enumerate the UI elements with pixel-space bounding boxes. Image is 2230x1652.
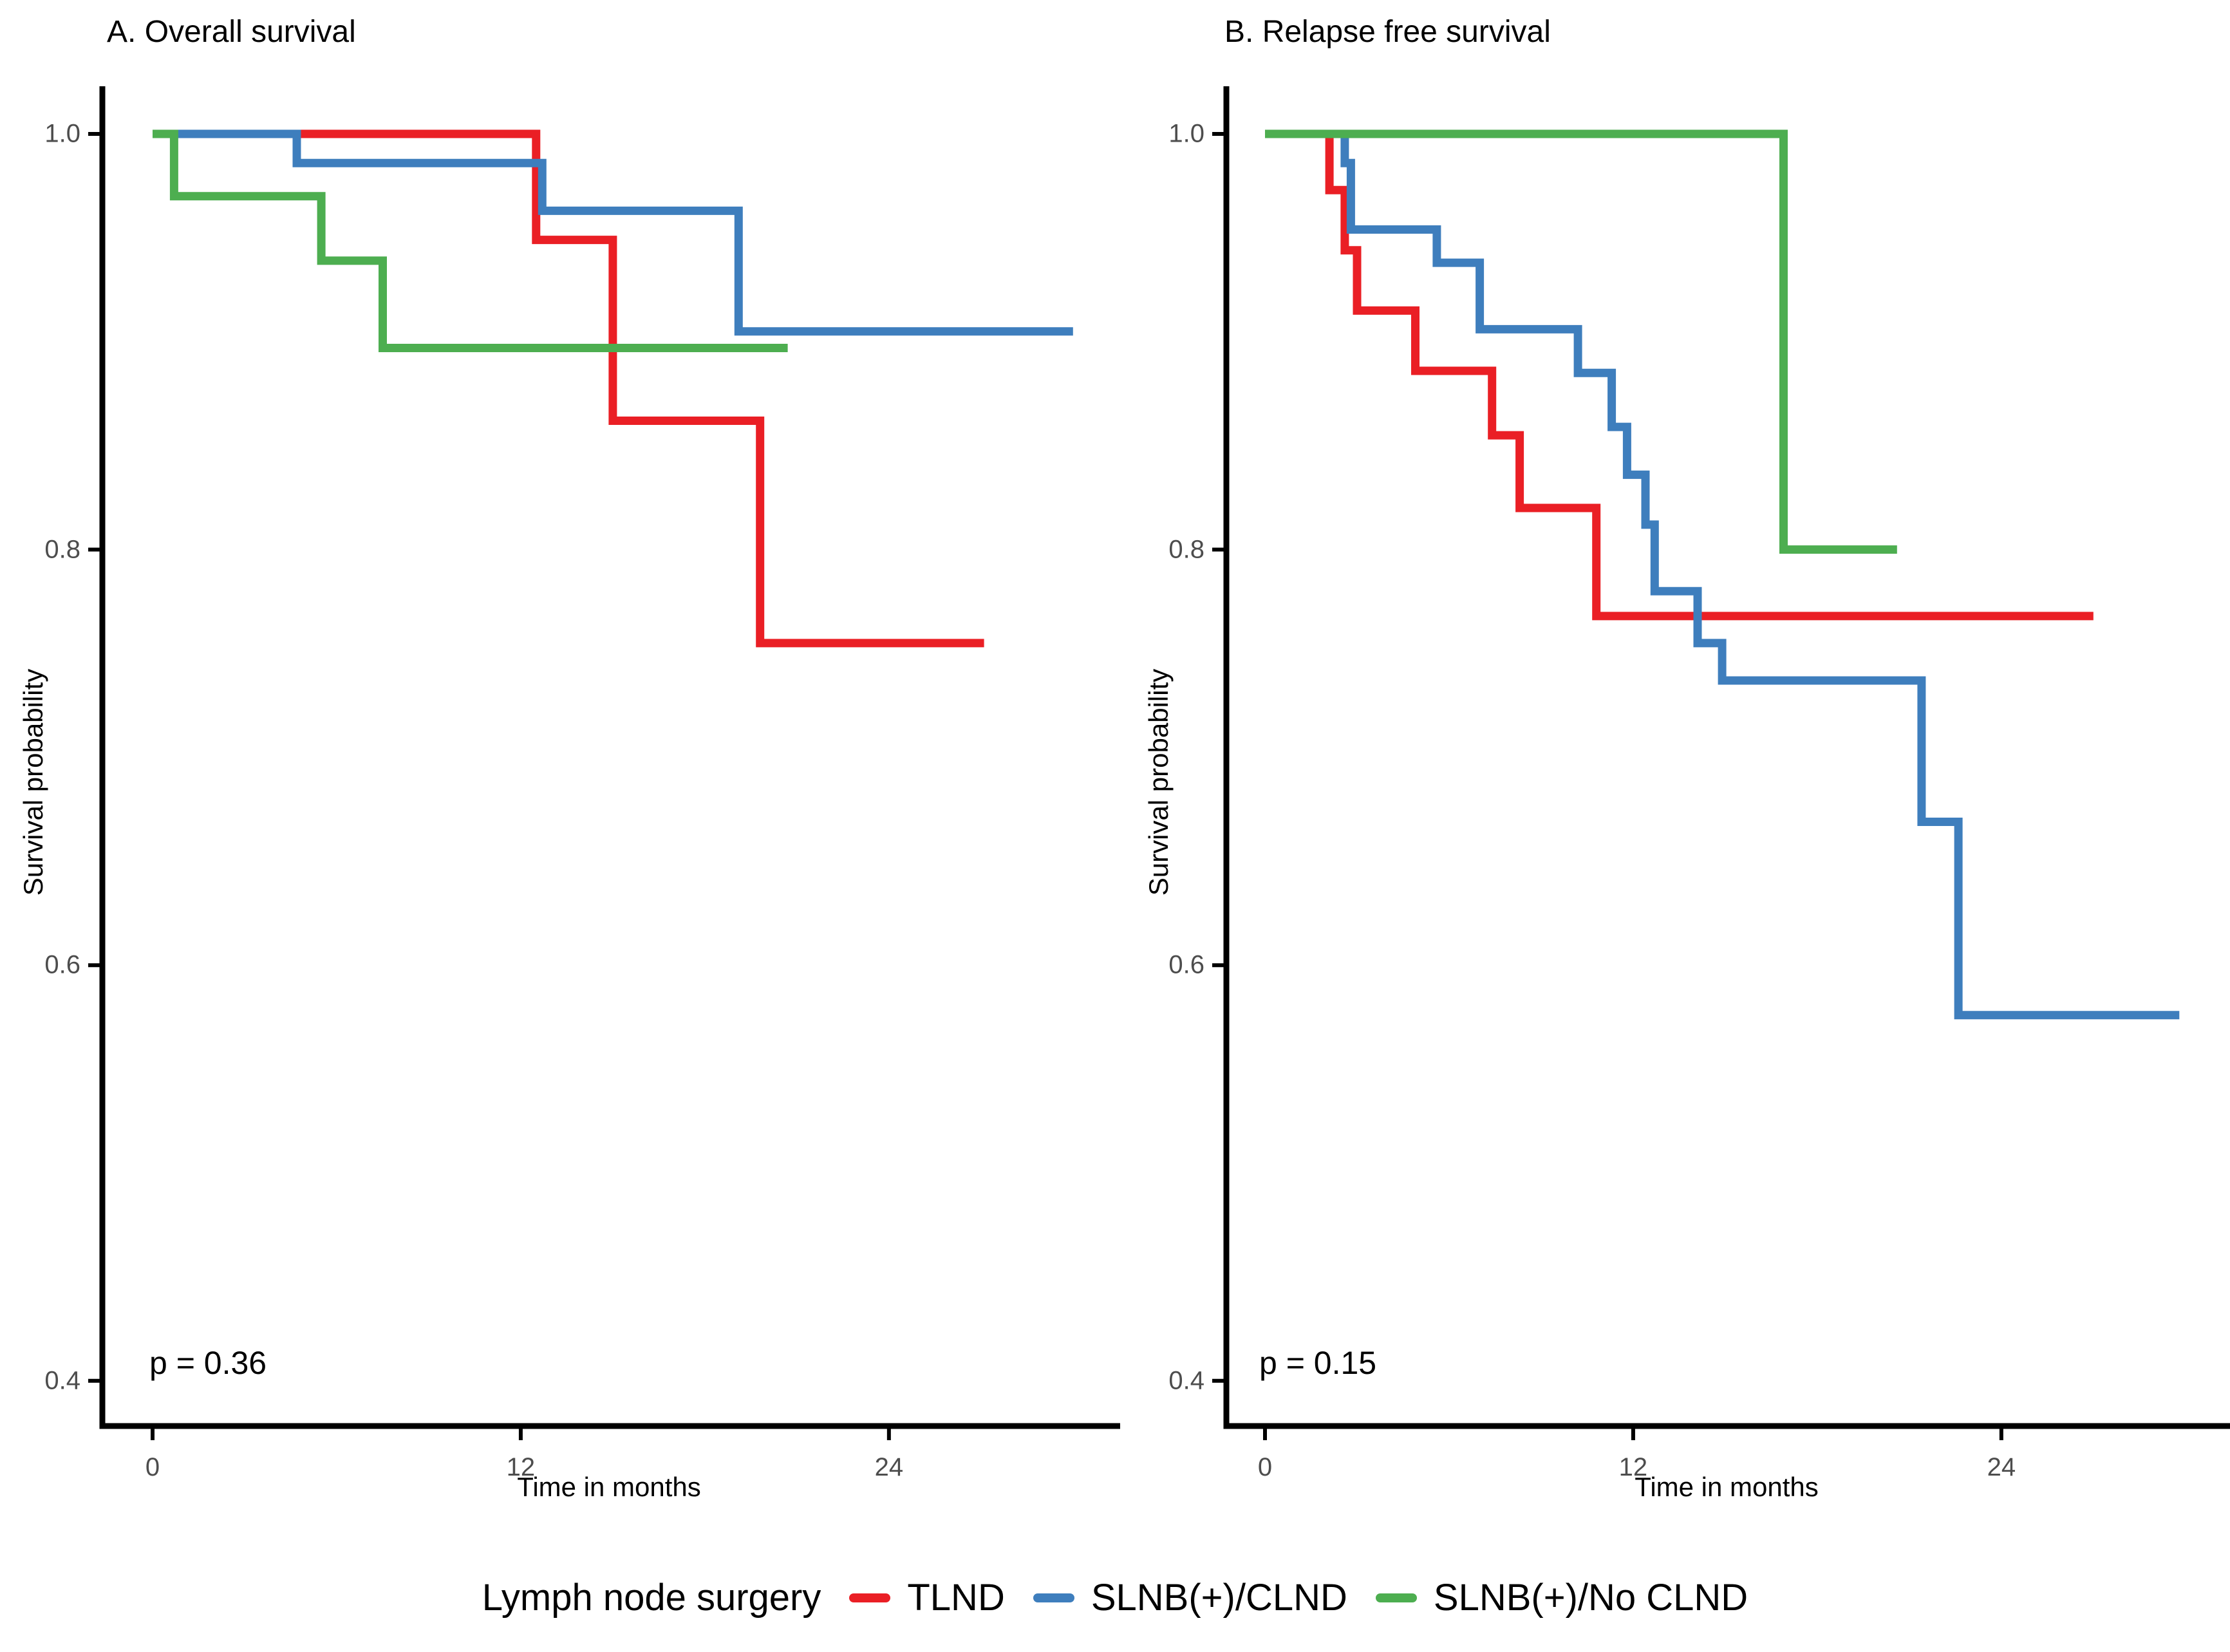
y-tick-label: 0.8	[1168, 535, 1204, 564]
legend: Lymph node surgery TLND SLNB(+)/CLND SLN…	[0, 1576, 2230, 1619]
y-tick-label: 1.0	[1168, 119, 1204, 148]
x-tick-label: 24	[1987, 1453, 2016, 1481]
legend-item-slnb-no-clnd: SLNB(+)/No CLND	[1375, 1576, 1748, 1619]
legend-item-label: TLND	[907, 1577, 1005, 1619]
legend-item-tlnd: TLND	[849, 1576, 1005, 1619]
panel-a-p-value: p = 0.36	[149, 1345, 267, 1381]
x-tick-label: 0	[1257, 1453, 1273, 1481]
survival-curve-slnb-no-clnd	[1265, 129, 1897, 554]
x-tick-label: 24	[874, 1453, 904, 1481]
y-tick-label: 0.4	[44, 1366, 80, 1395]
y-tick-label: 0.6	[1168, 950, 1204, 979]
tlnd-line-swatch-icon	[849, 1593, 891, 1602]
slnb-clnd-line-swatch-icon	[1033, 1593, 1074, 1602]
survival-curve-slnb-clnd	[1265, 129, 2180, 1020]
y-tick-label: 0.8	[44, 535, 80, 564]
survival-curve-slnb-clnd	[153, 129, 1073, 336]
panel-a-y-axis-label: Survival probability	[18, 668, 48, 896]
y-tick-label: 0.6	[44, 950, 80, 979]
survival-curve-tlnd	[1265, 129, 2094, 621]
panel-b-p-value: p = 0.15	[1259, 1345, 1377, 1381]
panel-a-title: A. Overall survival	[107, 15, 356, 49]
survival-curve-tlnd	[153, 129, 984, 648]
panel-b-x-axis-label: Time in months	[1635, 1472, 1819, 1502]
x-tick-label: 12	[1618, 1453, 1648, 1481]
legend-item-slnb-clnd: SLNB(+)/CLND	[1033, 1576, 1347, 1619]
panel-b-y-axis-label: Survival probability	[1143, 668, 1174, 896]
panel-b-title: B. Relapse free survival	[1224, 15, 1551, 49]
x-tick-label: 0	[145, 1453, 160, 1481]
legend-item-label: SLNB(+)/CLND	[1091, 1577, 1347, 1619]
legend-title: Lymph node surgery	[482, 1577, 821, 1619]
panel-a-x-axis-label: Time in months	[517, 1472, 701, 1502]
y-tick-label: 0.4	[1168, 1366, 1204, 1395]
x-tick-label: 12	[506, 1453, 536, 1481]
survival-curve-slnb-no-clnd	[153, 129, 788, 352]
slnb-no-clnd-line-swatch-icon	[1375, 1593, 1417, 1602]
y-tick-label: 1.0	[44, 119, 80, 148]
legend-item-label: SLNB(+)/No CLND	[1433, 1577, 1748, 1619]
